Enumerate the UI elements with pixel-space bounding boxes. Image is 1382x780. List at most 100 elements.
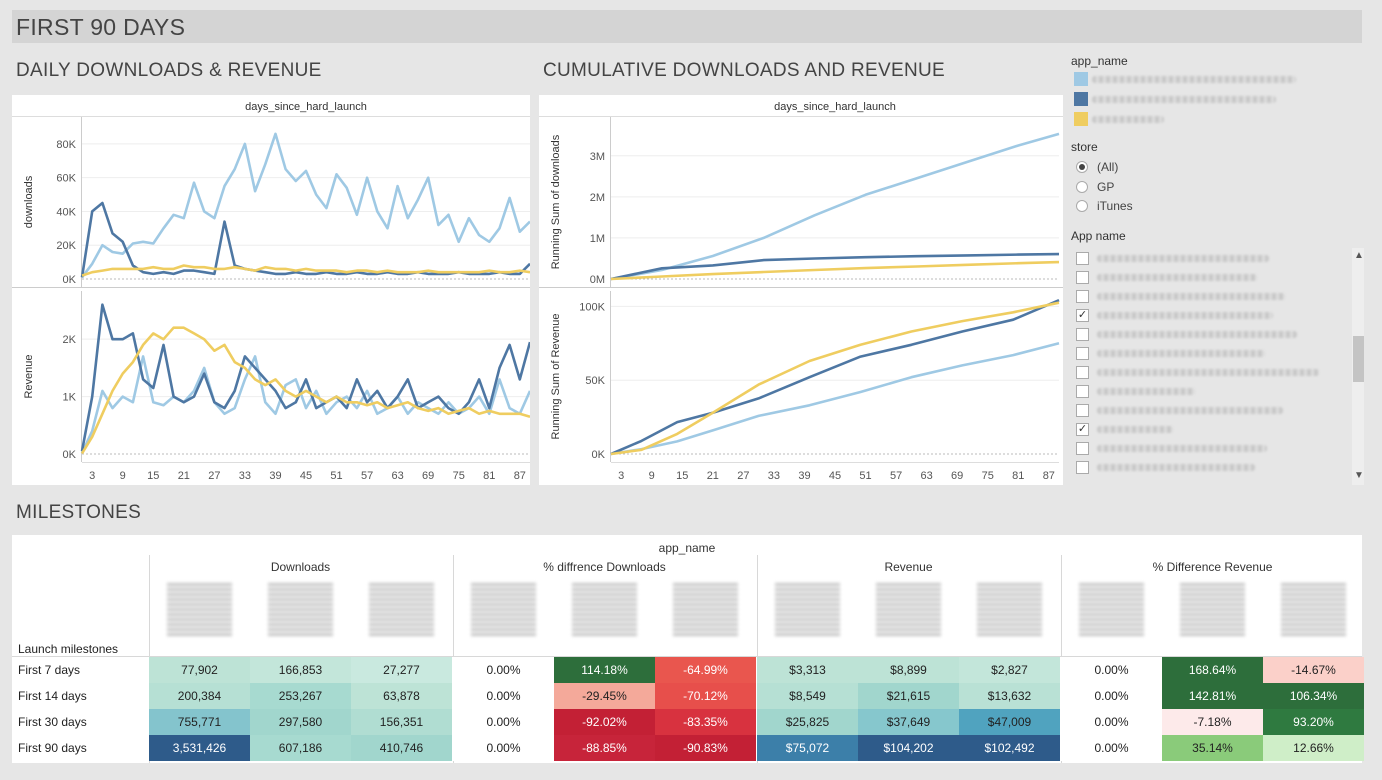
table-cell[interactable]: $13,632 <box>959 683 1060 709</box>
table-cell[interactable]: $2,827 <box>959 657 1060 683</box>
x-tick-label: 33 <box>768 470 780 482</box>
unchecked-checkbox[interactable] <box>1076 385 1089 398</box>
table-cell[interactable]: 35.14% <box>1162 735 1263 761</box>
app-checkbox-row[interactable] <box>1076 385 1195 398</box>
radio-button[interactable] <box>1076 161 1088 173</box>
store-option-itunes[interactable]: iTunes <box>1076 199 1133 213</box>
table-cell[interactable]: 63,878 <box>351 683 452 709</box>
table-cell[interactable]: -7.18% <box>1162 709 1263 735</box>
table-cell[interactable]: -83.35% <box>655 709 756 735</box>
table-cell[interactable]: 93.20% <box>1263 709 1364 735</box>
app-name-redacted <box>1097 369 1319 376</box>
cumulative-section-title: CUMULATIVE DOWNLOADS AND REVENUE <box>543 60 945 81</box>
table-cell[interactable]: 114.18% <box>554 657 655 683</box>
table-cell[interactable]: -92.02% <box>554 709 655 735</box>
table-cell[interactable]: $47,009 <box>959 709 1060 735</box>
series-line-light-blue <box>80 132 531 279</box>
daily-chart-panel[interactable]: days_since_hard_launch 0K 20K 40K 60K 80K down… <box>12 95 532 485</box>
table-cell[interactable]: 253,267 <box>250 683 351 709</box>
table-cell[interactable]: 166,853 <box>250 657 351 683</box>
table-cell[interactable]: -14.67% <box>1263 657 1364 683</box>
app-checkbox-row[interactable] <box>1076 461 1255 474</box>
app-checkbox-row[interactable] <box>1076 252 1269 265</box>
app-checkbox-row[interactable] <box>1076 271 1257 284</box>
table-cell[interactable]: 3,531,426 <box>149 735 250 761</box>
y-tick-label: 40K <box>56 206 76 218</box>
table-cell[interactable]: -29.45% <box>554 683 655 709</box>
store-option-all[interactable]: (All) <box>1076 160 1118 174</box>
scroll-thumb[interactable] <box>1353 336 1364 382</box>
table-cell[interactable]: 77,902 <box>149 657 250 683</box>
app-checkbox-row[interactable] <box>1076 404 1283 417</box>
table-cell[interactable]: $8,549 <box>757 683 858 709</box>
unchecked-checkbox[interactable] <box>1076 461 1089 474</box>
table-cell[interactable]: 755,771 <box>149 709 250 735</box>
table-cell[interactable]: 168.64% <box>1162 657 1263 683</box>
app-checkbox-row[interactable]: ✓ <box>1076 309 1273 322</box>
table-cell[interactable]: 0.00% <box>1061 657 1162 683</box>
unchecked-checkbox[interactable] <box>1076 366 1089 379</box>
table-cell[interactable]: $37,649 <box>858 709 959 735</box>
unchecked-checkbox[interactable] <box>1076 328 1089 341</box>
table-cell[interactable]: $25,825 <box>757 709 858 735</box>
app-name-redacted <box>1097 293 1285 300</box>
table-cell[interactable]: $8,899 <box>858 657 959 683</box>
app-checkbox-row[interactable]: ✓ <box>1076 423 1173 436</box>
scroll-down-icon[interactable]: ▼ <box>1354 470 1364 481</box>
table-cell[interactable]: 0.00% <box>1061 683 1162 709</box>
table-cell[interactable]: 0.00% <box>1061 709 1162 735</box>
table-cell[interactable]: 200,384 <box>149 683 250 709</box>
legend-swatch-light-blue[interactable] <box>1074 72 1088 86</box>
table-cell[interactable]: 142.81% <box>1162 683 1263 709</box>
app-checkbox-row[interactable] <box>1076 328 1297 341</box>
table-cell[interactable]: 0.00% <box>453 735 554 761</box>
y-tick-label: 0M <box>590 274 605 286</box>
table-cell[interactable]: 0.00% <box>453 657 554 683</box>
unchecked-checkbox[interactable] <box>1076 271 1089 284</box>
scroll-up-icon[interactable]: ▲ <box>1354 250 1364 261</box>
table-cell[interactable]: 607,186 <box>250 735 351 761</box>
app-list-scrollbar[interactable]: ▲ ▼ <box>1352 248 1364 485</box>
table-cell[interactable]: $102,492 <box>959 735 1060 761</box>
app-checkbox-row[interactable] <box>1076 442 1267 455</box>
table-cell[interactable]: 156,351 <box>351 709 452 735</box>
table-column-header-title: app_name <box>658 541 716 555</box>
table-cell[interactable]: $3,313 <box>757 657 858 683</box>
store-option-gp[interactable]: GP <box>1076 180 1114 194</box>
table-cell[interactable]: -88.85% <box>554 735 655 761</box>
table-cell[interactable]: 27,277 <box>351 657 452 683</box>
app-name-checkbox-list[interactable]: ▲ ▼ ✓ ✓ <box>1074 248 1364 485</box>
checked-checkbox[interactable]: ✓ <box>1076 309 1089 322</box>
table-cell[interactable]: 106.34% <box>1263 683 1364 709</box>
table-cell[interactable]: $104,202 <box>858 735 959 761</box>
app-checkbox-row[interactable] <box>1076 290 1285 303</box>
unchecked-checkbox[interactable] <box>1076 252 1089 265</box>
legend-swatch-yellow[interactable] <box>1074 112 1088 126</box>
unchecked-checkbox[interactable] <box>1076 347 1089 360</box>
app-checkbox-row[interactable] <box>1076 347 1265 360</box>
table-cell[interactable]: 297,580 <box>250 709 351 735</box>
table-cell[interactable]: -64.99% <box>655 657 756 683</box>
table-cell[interactable]: $21,615 <box>858 683 959 709</box>
radio-button[interactable] <box>1076 200 1088 212</box>
app-checkbox-row[interactable] <box>1076 366 1319 379</box>
legend-swatch-dark-blue[interactable] <box>1074 92 1088 106</box>
table-cell[interactable]: -90.83% <box>655 735 756 761</box>
unchecked-checkbox[interactable] <box>1076 404 1089 417</box>
table-cell[interactable]: 0.00% <box>453 709 554 735</box>
table-cell[interactable]: 12.66% <box>1263 735 1364 761</box>
radio-button[interactable] <box>1076 181 1088 193</box>
table-cell[interactable]: 410,746 <box>351 735 452 761</box>
legend-label-redacted <box>1092 96 1276 103</box>
daily-downloads-revenue-chart[interactable]: days_since_hard_launch 0K 20K 40K 60K 80K down… <box>12 95 532 485</box>
series-line-yellow <box>81 264 531 277</box>
unchecked-checkbox[interactable] <box>1076 442 1089 455</box>
table-cell[interactable]: 0.00% <box>453 683 554 709</box>
cumulative-chart-panel[interactable]: days_since_hard_launch 0M 1M 2M 3M Running Su… <box>539 95 1063 485</box>
table-cell[interactable]: -70.12% <box>655 683 756 709</box>
table-cell[interactable]: 0.00% <box>1061 735 1162 761</box>
table-cell[interactable]: $75,072 <box>757 735 858 761</box>
unchecked-checkbox[interactable] <box>1076 290 1089 303</box>
cumulative-downloads-revenue-chart[interactable]: days_since_hard_launch 0M 1M 2M 3M Running Su… <box>539 95 1063 485</box>
checked-checkbox[interactable]: ✓ <box>1076 423 1089 436</box>
